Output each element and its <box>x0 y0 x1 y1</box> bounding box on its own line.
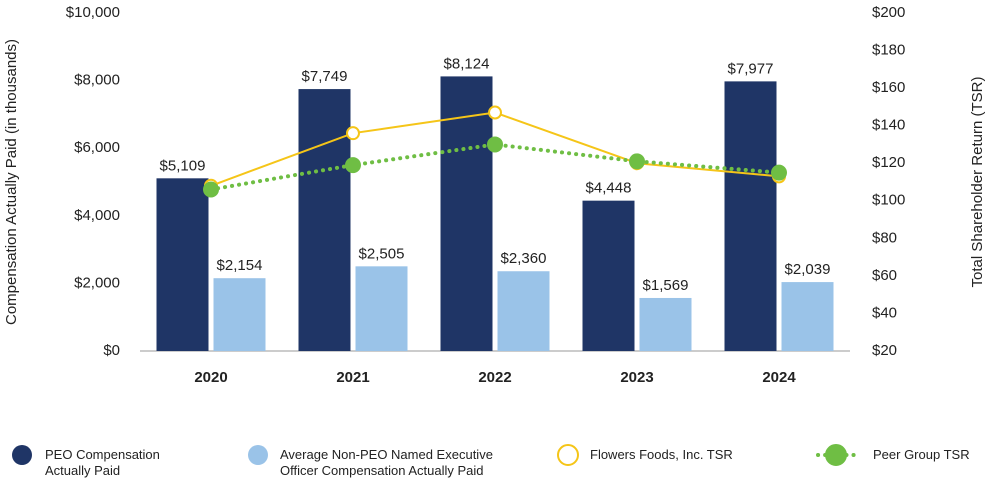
bar <box>156 178 209 351</box>
line-marker <box>629 153 645 170</box>
legend-swatch <box>557 444 579 466</box>
bar <box>355 266 408 351</box>
y-tick-label: $10,000 <box>66 4 120 21</box>
y-tick-label: $6,000 <box>74 139 120 156</box>
y2-tick-label: $20 <box>872 342 897 359</box>
x-tick-label: 2022 <box>478 369 511 386</box>
legend-label: Peer Group TSR <box>873 447 970 462</box>
data-label: $2,154 <box>217 257 263 274</box>
legend-swatch <box>825 444 847 466</box>
bar <box>440 76 493 351</box>
data-label: $1,569 <box>643 277 689 294</box>
legend-swatch <box>12 445 32 465</box>
data-label: $4,448 <box>586 180 632 197</box>
y-tick-label: $2,000 <box>74 274 120 291</box>
line-marker <box>203 181 219 198</box>
legend-label: Flowers Foods, Inc. TSR <box>590 447 733 462</box>
data-label: $5,109 <box>160 157 206 174</box>
legend-swatch <box>248 445 268 465</box>
legend-label: PEO Compensation Actually Paid <box>45 447 160 478</box>
y-axis-label: Compensation Actually Paid (in thousands… <box>3 39 20 325</box>
bar <box>724 81 777 351</box>
y2-tick-label: $180 <box>872 42 905 59</box>
data-label: $7,749 <box>302 68 348 85</box>
y2-tick-label: $120 <box>872 154 905 171</box>
data-label: $2,360 <box>501 250 547 267</box>
y-tick-label: $0 <box>103 342 120 359</box>
bar <box>582 200 635 351</box>
line-marker <box>771 164 787 181</box>
bar <box>298 89 351 351</box>
line-marker <box>346 126 360 141</box>
y2-tick-label: $160 <box>872 79 905 96</box>
data-label: $2,505 <box>359 245 405 262</box>
line-marker <box>488 105 502 120</box>
y2-tick-label: $200 <box>872 4 905 21</box>
bar <box>213 278 266 351</box>
y-tick-label: $4,000 <box>74 207 120 224</box>
bar <box>781 282 834 351</box>
data-label: $7,977 <box>728 60 774 77</box>
y2-tick-label: $100 <box>872 192 905 209</box>
x-tick-label: 2023 <box>620 369 653 386</box>
data-label: $2,039 <box>785 261 831 278</box>
line-marker <box>345 157 361 174</box>
y2-tick-label: $40 <box>872 304 897 321</box>
x-tick-label: 2021 <box>336 369 369 386</box>
y2-tick-label: $140 <box>872 117 905 134</box>
y2-tick-label: $80 <box>872 229 897 246</box>
legend-label: Average Non-PEO Named Executive Officer … <box>280 447 493 478</box>
data-label: $8,124 <box>444 55 490 72</box>
y2-axis-label: Total Shareholder Return (TSR) <box>969 77 986 288</box>
x-tick-label: 2024 <box>762 369 796 386</box>
y-tick-label: $8,000 <box>74 72 120 89</box>
bar <box>639 297 692 351</box>
line-marker <box>487 136 503 153</box>
x-tick-label: 2020 <box>194 369 227 386</box>
y2-tick-label: $60 <box>872 267 897 284</box>
bar <box>497 271 550 351</box>
